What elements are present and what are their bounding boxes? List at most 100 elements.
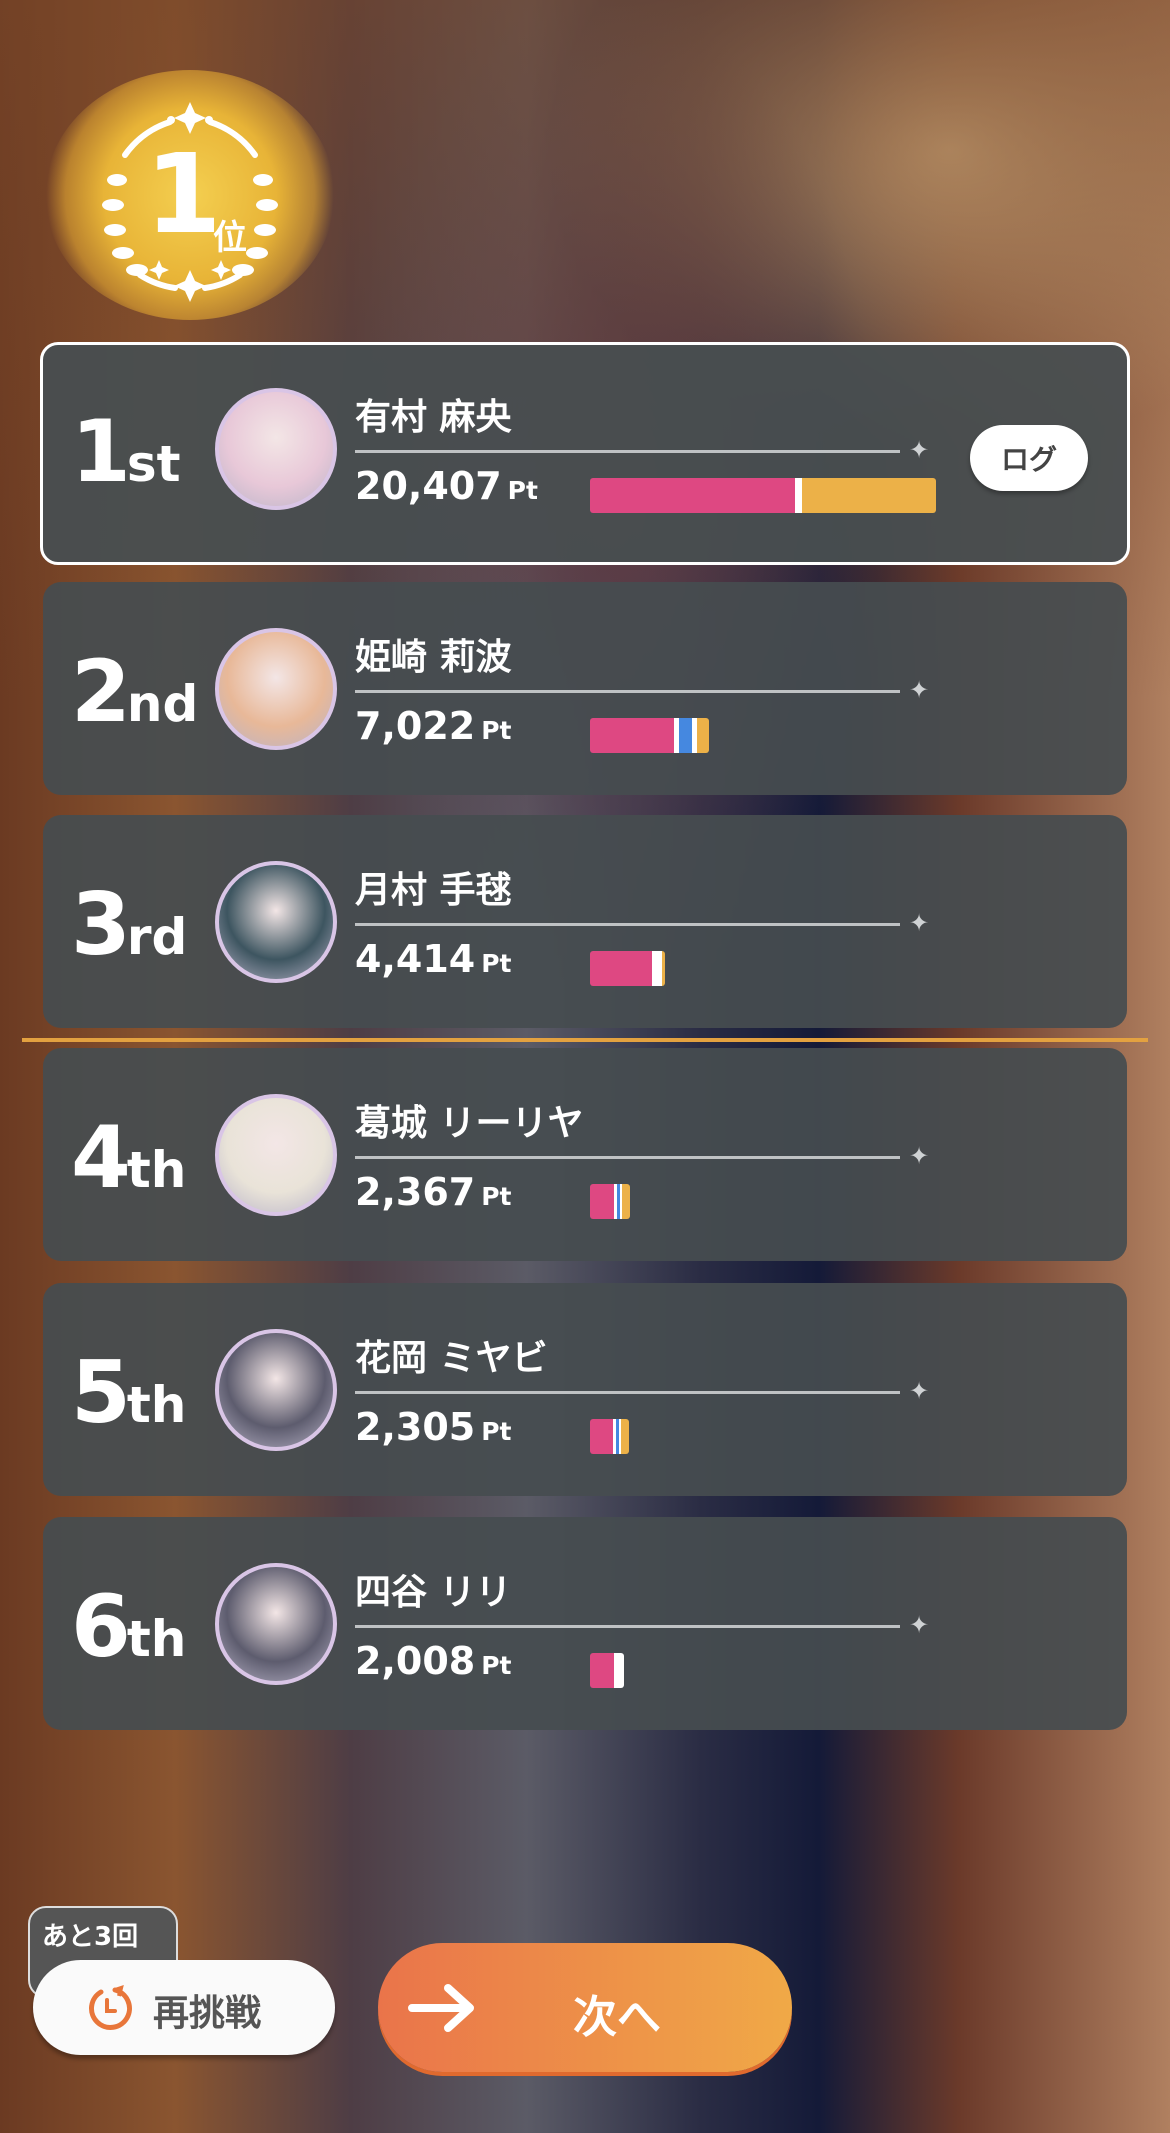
name-underline xyxy=(355,1391,900,1394)
retry-button[interactable]: 再挑戦 xyxy=(33,1960,335,2055)
next-button[interactable]: 次へ xyxy=(378,1943,792,2072)
rank-suffix: th xyxy=(126,1610,187,1668)
points-bar xyxy=(590,1419,630,1454)
player-points: 4,414 Pt xyxy=(355,937,511,981)
log-button[interactable]: ログ xyxy=(970,425,1088,491)
points-bar xyxy=(590,1653,625,1688)
rank-label: 3rd xyxy=(71,875,187,975)
rank-suffix: th xyxy=(126,1376,187,1434)
arrow-right-icon xyxy=(408,1984,474,2032)
ranking-row: 1st 有村 麻央 ✦ 20,407 Pt ログ xyxy=(40,342,1130,565)
player-name: 葛城 リーリヤ xyxy=(355,1103,584,1144)
points-value: 2,305 xyxy=(355,1405,476,1449)
retry-clock-icon xyxy=(89,1984,132,2030)
player-name: 姫崎 莉波 xyxy=(355,637,512,678)
retry-label: 再挑戦 xyxy=(153,1993,262,2034)
points-unit: Pt xyxy=(481,716,512,745)
name-underline xyxy=(355,1156,900,1159)
rank-suffix: st xyxy=(126,435,181,493)
bar-segment xyxy=(590,951,652,986)
avatar[interactable] xyxy=(215,388,337,510)
sparkle-icon: ✦ xyxy=(909,909,930,937)
rank-number: 2 xyxy=(71,642,131,742)
rank-label: 4th xyxy=(71,1108,186,1208)
bar-segment xyxy=(651,951,662,986)
bar-segment xyxy=(614,1653,625,1688)
avatar[interactable] xyxy=(215,861,337,983)
medal-number: 1 xyxy=(145,130,222,258)
bar-segment xyxy=(692,718,698,753)
player-name: 四谷 リリ xyxy=(355,1572,512,1613)
points-unit: Pt xyxy=(507,476,538,505)
bar-segment xyxy=(590,1419,614,1454)
laurel-icon xyxy=(102,102,278,302)
remaining-tries-text: あと3回 xyxy=(42,1922,139,1952)
bar-segment xyxy=(697,718,710,753)
bar-segment xyxy=(616,1419,620,1454)
points-unit: Pt xyxy=(481,1182,512,1211)
points-unit: Pt xyxy=(481,949,512,978)
bar-segment xyxy=(590,718,674,753)
points-value: 20,407 xyxy=(355,464,502,508)
bar-segment xyxy=(679,718,693,753)
name-underline xyxy=(355,690,900,693)
rank-label: 2nd xyxy=(71,642,198,742)
bar-segment xyxy=(673,718,679,753)
avatar[interactable] xyxy=(215,1563,337,1685)
sparkle-icon: ✦ xyxy=(909,436,930,464)
sparkle-icon: ✦ xyxy=(909,1142,930,1170)
player-points: 7,022 Pt xyxy=(355,704,511,748)
rank-number: 3 xyxy=(71,875,131,975)
bar-segment xyxy=(590,1184,615,1219)
bar-segment xyxy=(622,1184,631,1219)
rank-label: 1st xyxy=(71,402,181,502)
sparkle-icon: ✦ xyxy=(909,676,930,704)
bar-segment xyxy=(617,1184,621,1219)
bar-segment xyxy=(590,1653,615,1688)
next-label: 次へ xyxy=(573,1992,661,2043)
rank-suffix: nd xyxy=(126,675,199,733)
points-bar xyxy=(590,718,710,753)
rank-label: 6th xyxy=(71,1577,186,1677)
ranking-row: 2nd 姫崎 莉波 ✦ 7,022 Pt xyxy=(43,582,1127,795)
ranking-row: 3rd 月村 手毬 ✦ 4,414 Pt xyxy=(43,815,1127,1028)
bar-segment xyxy=(613,1419,617,1454)
rank-number: 1 xyxy=(71,402,131,502)
player-name: 月村 手毬 xyxy=(355,870,512,911)
player-points: 2,008 Pt xyxy=(355,1639,511,1683)
avatar[interactable] xyxy=(215,628,337,750)
rank-suffix: rd xyxy=(126,908,188,966)
bar-segment xyxy=(621,1419,630,1454)
avatar[interactable] xyxy=(215,1329,337,1451)
rank-number: 4 xyxy=(71,1108,131,1208)
ranking-row: 5th 花岡 ミヤビ ✦ 2,305 Pt xyxy=(43,1283,1127,1496)
points-bar xyxy=(590,1184,631,1219)
podium-divider xyxy=(22,1038,1148,1042)
bar-segment xyxy=(794,478,802,513)
points-value: 2,367 xyxy=(355,1170,476,1214)
name-underline xyxy=(355,923,900,926)
sparkle-icon: ✦ xyxy=(909,1377,930,1405)
sparkle-icon: ✦ xyxy=(909,1611,930,1639)
points-bar xyxy=(590,951,665,986)
rank-label: 5th xyxy=(71,1343,186,1443)
points-unit: Pt xyxy=(481,1417,512,1446)
name-underline xyxy=(355,1625,900,1628)
player-points: 2,305 Pt xyxy=(355,1405,511,1449)
player-name: 有村 麻央 xyxy=(355,397,512,438)
points-value: 7,022 xyxy=(355,704,476,748)
points-bar xyxy=(590,478,936,513)
rank-number: 5 xyxy=(71,1343,131,1443)
player-points: 20,407 Pt xyxy=(355,464,538,508)
player-points: 2,367 Pt xyxy=(355,1170,511,1214)
ranking-row: 4th 葛城 リーリヤ ✦ 2,367 Pt xyxy=(43,1048,1127,1261)
rank-number: 6 xyxy=(71,1577,131,1677)
bar-segment xyxy=(590,478,795,513)
name-underline xyxy=(355,450,900,453)
avatar[interactable] xyxy=(215,1094,337,1216)
bar-segment xyxy=(620,1184,623,1219)
bar-segment xyxy=(619,1419,622,1454)
points-value: 2,008 xyxy=(355,1639,476,1683)
medal-suffix: 位 xyxy=(213,218,247,258)
rank-suffix: th xyxy=(126,1141,187,1199)
